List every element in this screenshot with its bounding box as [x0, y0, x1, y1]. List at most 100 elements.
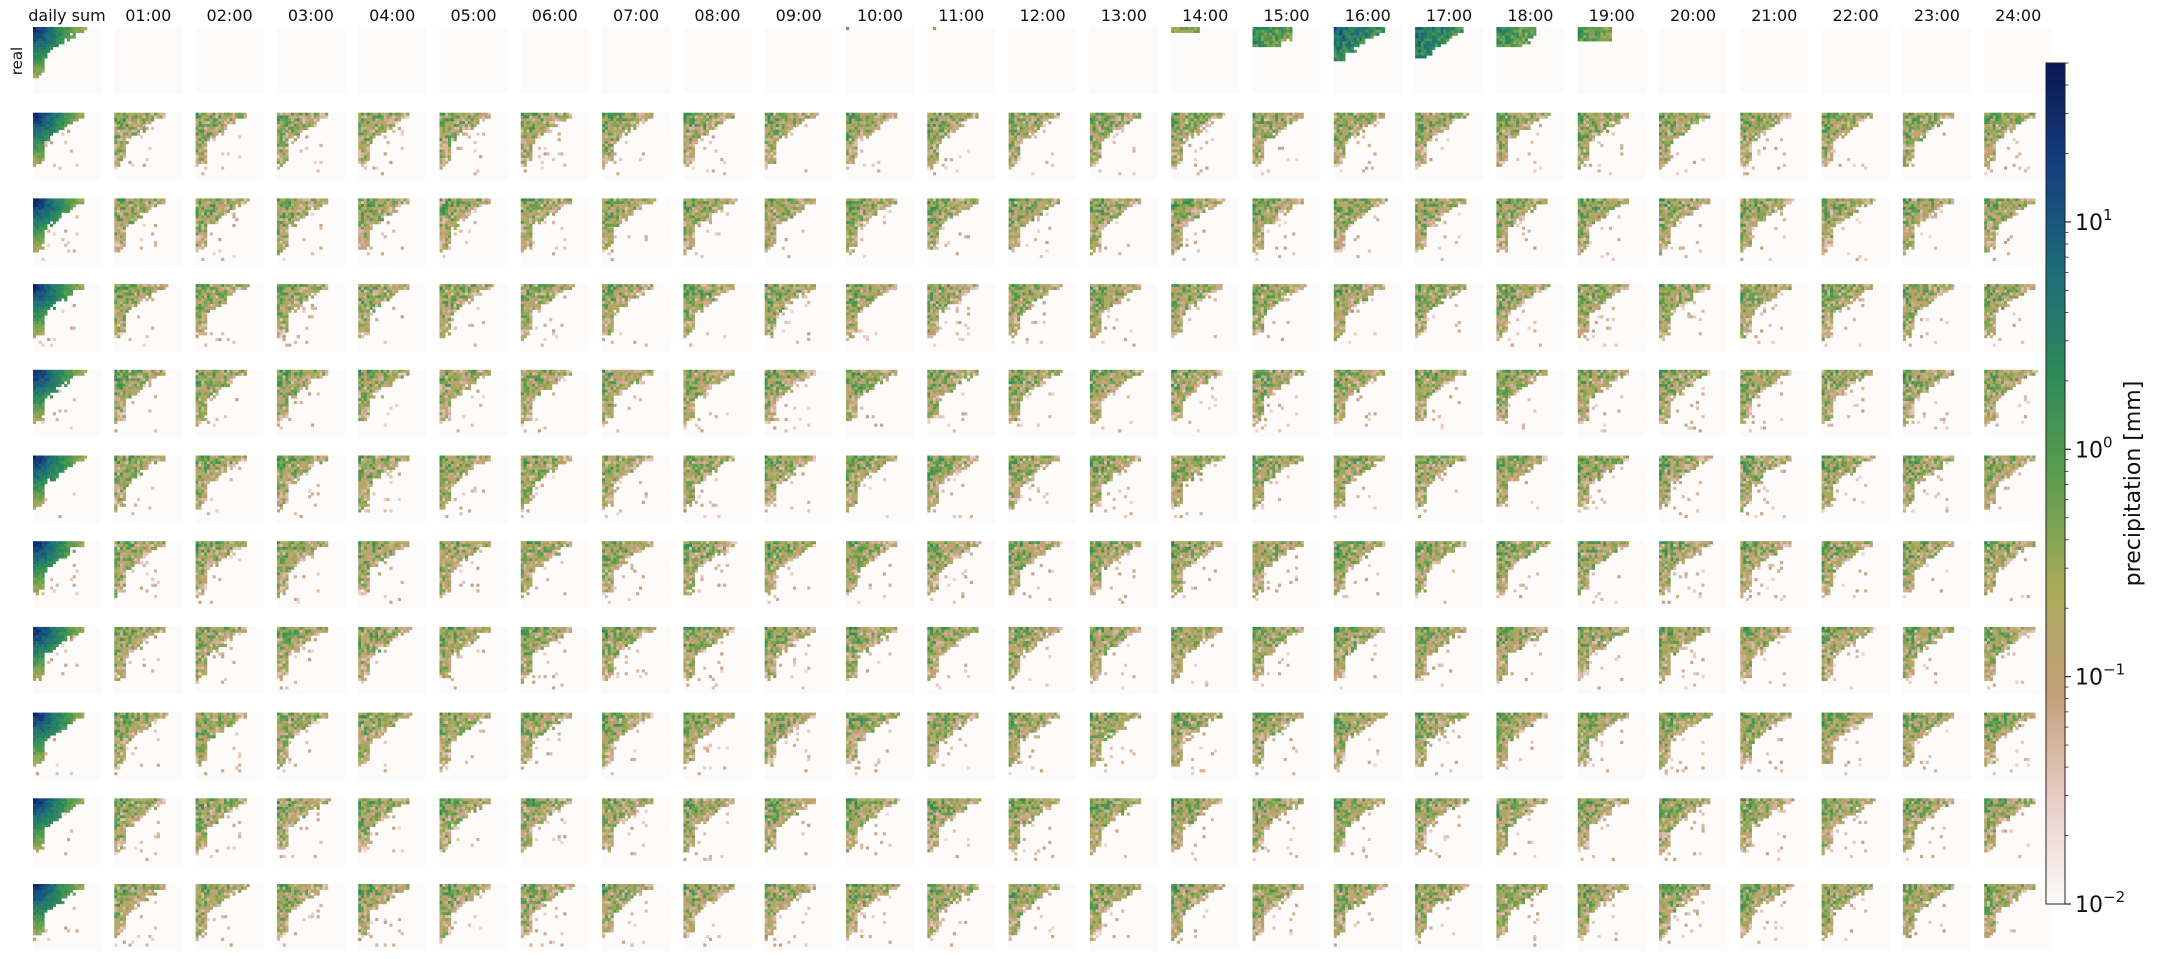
grid-cell: [1258, 38, 1262, 42]
grid-cell: [1356, 112, 1360, 116]
grid-cell: [1342, 112, 1346, 116]
grid-cell: [1415, 52, 1419, 56]
grid-cell: [1830, 155, 1834, 159]
grid-cell: [1659, 143, 1663, 147]
grid-cell: [1252, 160, 1256, 164]
grid-cell: [1524, 121, 1528, 125]
grid-cell: [1620, 152, 1624, 156]
grid-cell: [2023, 169, 2027, 173]
grid-cell: [1333, 38, 1337, 42]
grid-cell: [378, 115, 382, 119]
grid-cell: [375, 124, 379, 128]
grid-cell: [1205, 121, 1209, 125]
grid-cell: [1583, 29, 1587, 33]
grid-cell: [198, 132, 202, 136]
grid-cell: [621, 112, 626, 116]
grid-cell: [288, 112, 292, 116]
grid-cell: [932, 135, 937, 139]
grid-cell: [1415, 29, 1419, 33]
grid-cell: [773, 112, 777, 116]
grid-cell: [520, 163, 524, 167]
grid-cell: [1171, 143, 1175, 147]
grid-cell: [1423, 126, 1427, 130]
grid-cell: [1984, 118, 1988, 122]
grid-cell: [61, 132, 65, 136]
grid-cell: [33, 135, 37, 139]
grid-cell: [1830, 143, 1834, 147]
grid-cell: [846, 129, 850, 133]
grid-cell: [47, 115, 51, 119]
grid-cell: [1869, 112, 1873, 116]
grid-cell: [935, 160, 939, 164]
grid-cell: [1429, 115, 1433, 119]
grid-cell: [1580, 38, 1584, 42]
grid-cell: [787, 124, 791, 128]
precipitation-panel: [1252, 27, 1321, 94]
grid-cell: [1423, 143, 1427, 147]
grid-cell: [848, 143, 852, 147]
grid-cell: [2001, 118, 2005, 122]
grid-cell: [1670, 141, 1674, 145]
grid-cell: [198, 135, 202, 139]
grid-cell: [1510, 41, 1514, 45]
grid-cell: [1659, 158, 1663, 162]
grid-cell: [1339, 55, 1343, 59]
grid-cell: [1936, 124, 1941, 128]
grid-cell: [122, 155, 126, 159]
grid-cell: [1460, 115, 1464, 119]
grid-cell: [378, 124, 382, 128]
grid-cell: [2012, 115, 2016, 119]
grid-cell: [1174, 160, 1178, 164]
grid-cell: [938, 141, 942, 145]
grid-cell: [1011, 129, 1015, 133]
grid-cell: [459, 126, 463, 130]
grid-cell: [1364, 118, 1369, 122]
grid-cell: [1586, 118, 1590, 122]
grid-cell: [1911, 112, 1915, 116]
grid-cell: [1577, 155, 1581, 159]
grid-cell: [136, 126, 141, 130]
grid-cell: [930, 126, 934, 130]
grid-cell: [627, 121, 631, 125]
grid-cell: [1185, 132, 1189, 136]
grid-cell: [1457, 29, 1461, 33]
grid-cell: [276, 158, 281, 162]
grid-cell: [1987, 138, 1991, 142]
grid-cell: [1661, 141, 1665, 145]
grid-cell: [296, 132, 300, 136]
grid-cell: [1451, 27, 1456, 31]
grid-cell: [361, 115, 365, 119]
grid-cell: [1258, 158, 1262, 162]
grid-cell: [1835, 121, 1839, 125]
grid-cell: [1690, 121, 1694, 125]
grid-cell: [145, 112, 149, 116]
grid-cell: [1931, 112, 1935, 116]
grid-cell: [1350, 126, 1354, 130]
grid-cell: [1370, 112, 1374, 116]
grid-cell: [397, 126, 401, 130]
grid-cell: [854, 118, 858, 122]
grid-cell: [1659, 129, 1663, 133]
grid-cell: [38, 141, 42, 145]
grid-cell: [1336, 58, 1340, 62]
grid-cell: [520, 143, 524, 147]
grid-cell: [445, 115, 449, 119]
grid-cell: [1258, 121, 1262, 125]
grid-cell: [1678, 112, 1682, 116]
grid-cell: [952, 118, 956, 122]
grid-cell: [439, 143, 443, 147]
grid-cell: [445, 141, 449, 145]
grid-cell: [1824, 138, 1828, 142]
grid-cell: [195, 152, 199, 156]
grid-cell: [1095, 143, 1099, 147]
grid-cell: [285, 146, 289, 150]
grid-cell: [865, 121, 869, 125]
grid-cell: [941, 129, 945, 133]
grid-cell: [1092, 126, 1096, 130]
grid-cell: [1106, 132, 1111, 136]
grid-cell: [2001, 121, 2005, 125]
grid-cell: [781, 132, 785, 136]
grid-cell: [773, 149, 777, 153]
grid-cell: [1905, 124, 1909, 128]
grid-cell: [930, 141, 934, 145]
